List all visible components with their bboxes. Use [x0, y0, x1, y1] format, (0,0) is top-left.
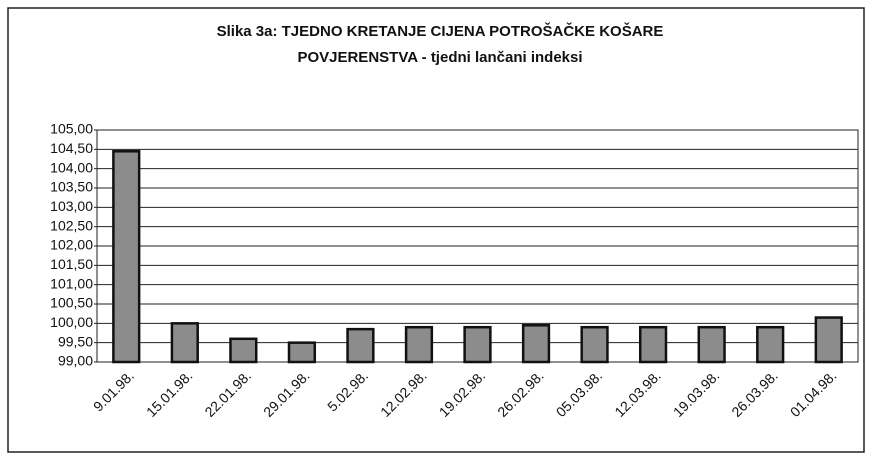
chart-title: POVJERENSTVA - tjedni lančani indeksi	[297, 49, 582, 66]
y-tick-label: 100,00	[50, 314, 93, 330]
bar	[521, 324, 551, 364]
bar	[229, 337, 258, 364]
y-tick-label: 102,50	[50, 217, 93, 233]
y-tick-label: 100,50	[50, 295, 93, 311]
y-tick-label: 99,50	[58, 333, 93, 349]
chart-title: Slika 3a: TJEDNO KRETANJE CIJENA POTROŠA…	[217, 22, 664, 40]
y-tick-label: 104,50	[50, 140, 93, 156]
bar	[580, 325, 609, 364]
y-tick-label: 101,50	[50, 256, 93, 272]
y-tick-label: 105,00	[50, 121, 93, 137]
bar	[814, 316, 843, 364]
bar	[463, 325, 492, 364]
y-tick-label: 99,00	[58, 353, 93, 369]
y-tick-label: 101,00	[50, 275, 93, 291]
bar	[346, 327, 375, 364]
bar	[112, 150, 141, 364]
bar	[170, 322, 199, 364]
y-tick-label: 103,50	[50, 179, 93, 195]
bar	[756, 325, 785, 364]
bar	[404, 325, 434, 364]
bar	[287, 341, 317, 364]
bar	[638, 325, 668, 364]
y-tick-label: 104,00	[50, 159, 93, 175]
y-tick-label: 102,00	[50, 237, 93, 253]
y-tick-label: 103,00	[50, 198, 93, 214]
bar	[697, 325, 726, 364]
